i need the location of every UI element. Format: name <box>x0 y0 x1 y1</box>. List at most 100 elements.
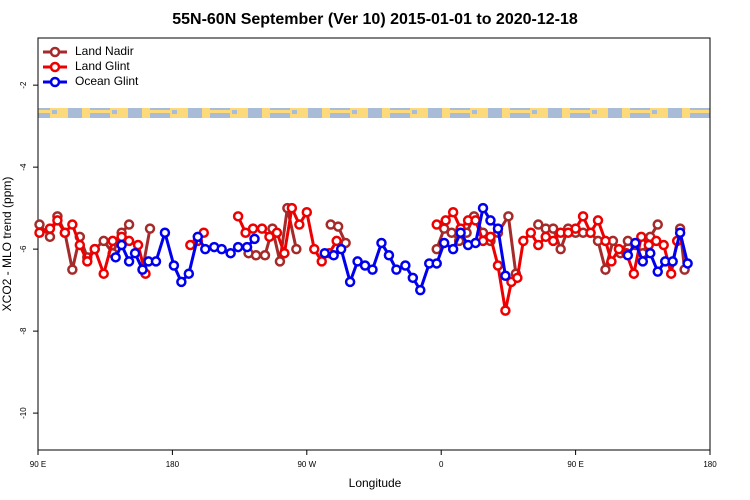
data-point <box>44 231 56 243</box>
y-tick-label: -10 <box>19 407 28 419</box>
data-point <box>415 284 426 296</box>
data-point <box>67 219 78 230</box>
data-point <box>383 250 395 261</box>
data-point <box>547 235 559 247</box>
data-point <box>319 247 330 259</box>
data-point <box>132 239 144 251</box>
data-point <box>232 211 244 222</box>
data-point <box>309 243 320 255</box>
data-point <box>291 243 302 255</box>
data-point <box>274 256 286 267</box>
data-point <box>107 235 118 247</box>
data-point <box>500 270 511 282</box>
data-point <box>645 247 656 259</box>
chart-title: 55N-60N September (Ver 10) 2015-01-01 to… <box>172 11 578 28</box>
data-point <box>407 272 419 284</box>
data-point <box>485 231 496 243</box>
data-point <box>447 206 459 218</box>
data-point <box>144 223 156 234</box>
legend-label: Land Nadir <box>75 44 134 58</box>
data-point <box>89 243 100 255</box>
data-point <box>264 231 275 243</box>
data-point <box>600 264 611 275</box>
data-point <box>150 256 162 267</box>
data-point <box>249 233 260 245</box>
data-point <box>637 256 649 267</box>
data-point <box>630 237 641 249</box>
data-point <box>259 250 271 261</box>
data-point <box>555 243 566 255</box>
data-point <box>585 227 596 238</box>
data-point <box>592 215 604 226</box>
data-point <box>256 223 268 234</box>
data-point <box>123 235 135 247</box>
data-point <box>52 215 63 226</box>
data-point <box>328 250 339 261</box>
data-point <box>547 223 559 234</box>
data-point <box>447 243 459 255</box>
x-tick-label: 90 E <box>567 460 583 469</box>
data-point <box>168 260 180 271</box>
data-point <box>123 256 135 267</box>
data-point <box>400 260 411 271</box>
data-point <box>129 247 141 259</box>
data-point <box>665 268 677 279</box>
data-point <box>455 227 466 238</box>
data-point <box>332 221 344 232</box>
data-point <box>446 227 457 238</box>
data-point <box>44 223 56 234</box>
data-point <box>636 231 647 243</box>
data-point <box>316 256 327 267</box>
data-point <box>540 231 551 243</box>
plot-frame <box>37 37 711 451</box>
data-point <box>301 206 313 218</box>
data-point <box>533 239 544 251</box>
data-point <box>570 223 581 234</box>
data-point <box>518 235 529 247</box>
legend-label: Ocean Glint <box>75 74 139 88</box>
data-point <box>613 243 625 255</box>
data-point <box>577 211 589 222</box>
x-axis-label: Longitude <box>349 476 402 490</box>
data-point <box>562 227 574 238</box>
data-point <box>200 243 211 255</box>
data-point <box>123 219 135 230</box>
data-point <box>286 202 298 214</box>
y-axis-label: XCO2 - MLO trend (ppm) <box>0 177 14 312</box>
data-point <box>682 258 693 269</box>
data-point <box>67 264 78 275</box>
data-point <box>241 241 253 253</box>
data-point <box>74 239 86 251</box>
data-point <box>331 235 342 247</box>
data-point <box>503 211 514 222</box>
data-point <box>606 256 617 267</box>
data-point <box>440 215 451 226</box>
data-point <box>98 268 109 279</box>
data-point <box>344 276 356 288</box>
data-point <box>137 264 148 275</box>
data-point <box>271 227 283 238</box>
data-point <box>658 239 669 251</box>
legend-label: Land Glint <box>75 59 130 73</box>
data-point <box>477 202 489 214</box>
legend-marker <box>49 76 61 88</box>
data-point <box>110 252 121 263</box>
data-point <box>485 215 496 226</box>
data-point <box>431 258 442 269</box>
data-point <box>159 227 171 238</box>
x-tick-label: 90 W <box>297 460 316 469</box>
data-point <box>438 237 450 249</box>
data-point <box>250 250 262 261</box>
data-point <box>492 223 504 234</box>
data-point <box>500 305 511 316</box>
data-point <box>674 227 686 238</box>
y-tick-label: -4 <box>19 163 28 171</box>
x-tick-label: 0 <box>439 460 444 469</box>
data-point <box>116 239 127 251</box>
data-point <box>376 237 387 249</box>
data-point <box>34 219 45 230</box>
data-point <box>367 264 378 275</box>
data-point <box>525 227 537 238</box>
legend-marker <box>49 61 61 73</box>
data-point <box>652 266 663 277</box>
